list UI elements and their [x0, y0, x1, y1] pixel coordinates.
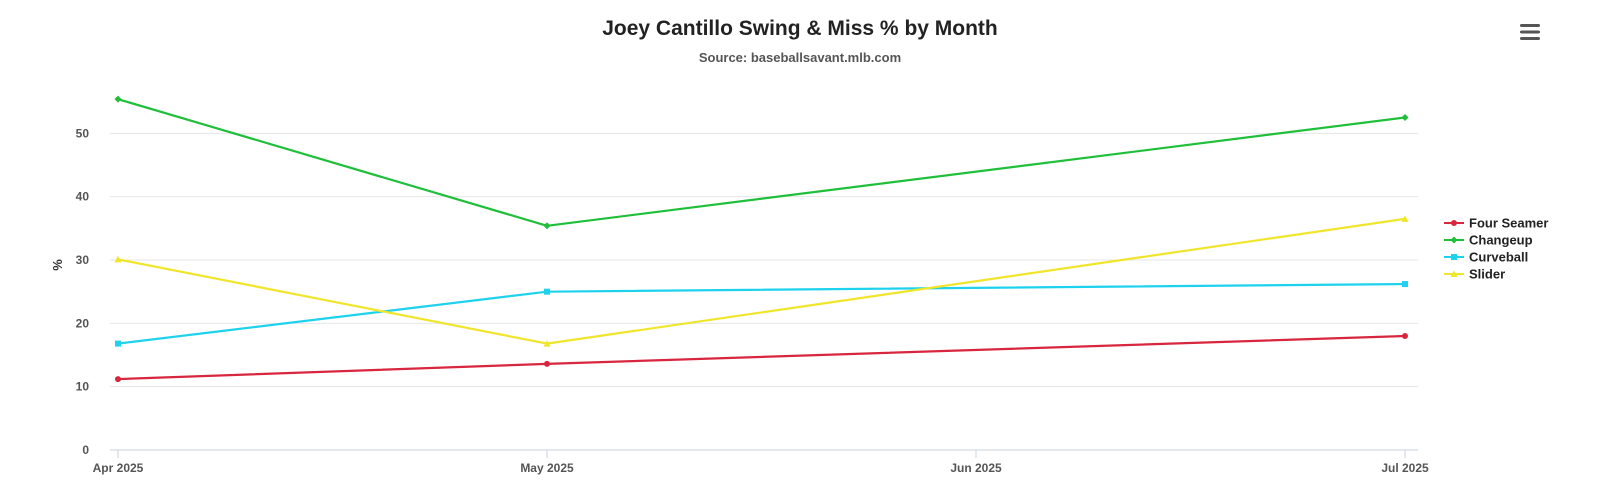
legend-label: Slider	[1469, 267, 1505, 282]
legend-marker	[1450, 236, 1458, 244]
data-point	[1402, 333, 1408, 339]
y-tick-label: 40	[76, 190, 90, 204]
x-tick-label: Jun 2025	[950, 461, 1002, 475]
y-axis-title: %	[50, 259, 65, 271]
chart-menu-button[interactable]	[1518, 20, 1542, 44]
data-point	[544, 360, 550, 367]
data-point	[114, 95, 122, 103]
y-axis-ticks: 0 10 20 30 40 50	[76, 126, 90, 457]
x-tick-label: May 2025	[520, 461, 574, 475]
series-line	[116, 217, 1407, 345]
legend-label: Four Seamer	[1469, 216, 1548, 231]
data-point	[115, 340, 121, 347]
series-slider	[114, 215, 1409, 347]
data-point	[1401, 215, 1409, 222]
x-axis-ticks: Apr 2025 May 2025 Jun 2025 Jul 2025	[93, 450, 1429, 475]
data-point	[1401, 114, 1409, 121]
legend-label: Curveball	[1469, 250, 1528, 265]
hamburger-menu-icon	[1520, 24, 1540, 40]
legend-marker	[1451, 254, 1457, 260]
y-tick-label: 50	[76, 126, 90, 140]
chart-subtitle: Source: baseballsavant.mlb.com	[699, 50, 901, 65]
data-point	[114, 255, 122, 263]
legend-marker	[1450, 270, 1458, 277]
legend-item[interactable]: Slider	[1444, 267, 1505, 282]
series-curveball	[115, 281, 1408, 347]
data-point	[543, 340, 551, 347]
legend-item[interactable]: Four Seamer	[1444, 216, 1548, 231]
data-point	[1402, 281, 1408, 288]
legend-marker	[1451, 220, 1457, 226]
data-point	[543, 222, 551, 230]
x-tick-label: Jul 2025	[1381, 461, 1429, 475]
y-tick-label: 0	[82, 443, 89, 457]
legend-item[interactable]: Changeup	[1444, 233, 1533, 248]
y-tick-label: 20	[76, 316, 90, 330]
legend: Four Seamer Changeup Curveball Slider	[1444, 216, 1548, 282]
legend-label: Changeup	[1469, 233, 1533, 248]
x-tick-label: Apr 2025	[93, 461, 144, 475]
legend-item[interactable]: Curveball	[1444, 250, 1528, 265]
chart-title: Joey Cantillo Swing & Miss % by Month	[602, 17, 998, 40]
series-four-seamer	[115, 333, 1408, 383]
data-point	[544, 288, 550, 295]
series-line	[116, 282, 1407, 345]
series-line	[116, 98, 1407, 227]
grid-lines	[110, 132, 1418, 388]
y-tick-label: 10	[76, 380, 90, 394]
series-line	[116, 334, 1407, 381]
data-point	[115, 376, 121, 383]
y-tick-label: 30	[76, 253, 90, 267]
series-group	[114, 95, 1409, 383]
series-changeup	[114, 95, 1409, 230]
